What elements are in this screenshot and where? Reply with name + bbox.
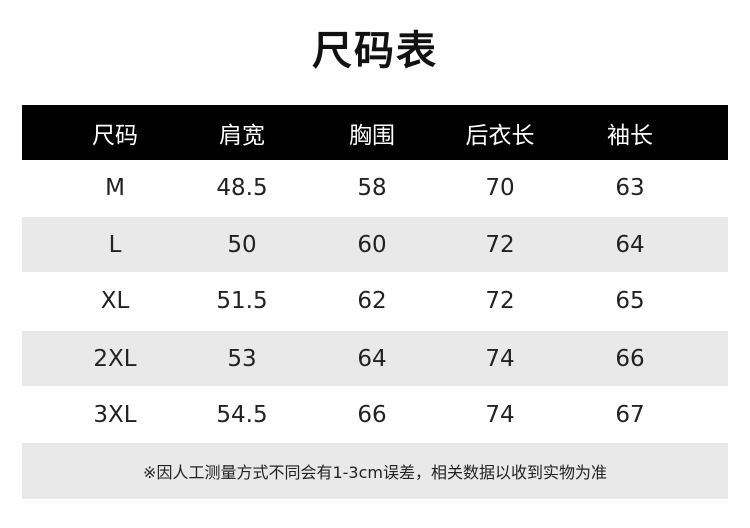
table-cell: 3XL (93, 402, 137, 428)
header-chest: 胸围 (349, 122, 395, 149)
table-cell: L (108, 231, 122, 258)
table-cell: 74 (485, 402, 515, 428)
table-cell: 74 (485, 345, 515, 372)
table-cell: 72 (485, 231, 515, 258)
table-cell: 54.5 (216, 402, 268, 428)
header-shoulder: 肩宽 (219, 122, 265, 149)
table-cell: 60 (357, 231, 387, 258)
header-size: 尺码 (92, 122, 138, 149)
table-cell: 63 (615, 175, 645, 201)
table-cell: 48.5 (216, 175, 268, 201)
table-cell: 62 (357, 288, 387, 314)
table-cell: 67 (615, 402, 645, 428)
table-cell: 53 (227, 345, 257, 372)
page-title: 尺码表 (312, 28, 438, 74)
table-cell: 65 (615, 288, 645, 314)
table-cell: 70 (485, 175, 515, 201)
table-cell: 2XL (93, 345, 137, 372)
measurement-note: ※因人工测量方式不同会有1-3cm误差，相关数据以收到实物为准 (22, 443, 728, 499)
table-cell: 50 (227, 231, 257, 258)
table-row: L 50 60 72 64 (22, 217, 728, 272)
table-cell: M (105, 175, 125, 201)
table-cell: 64 (615, 231, 645, 258)
table-cell: 66 (357, 402, 387, 428)
table-cell: 66 (615, 345, 645, 372)
table-cell: 64 (357, 345, 387, 372)
table-cell: 51.5 (216, 288, 268, 314)
header-sleeve: 袖长 (607, 122, 653, 149)
table-row: XL 51.5 62 72 65 (22, 273, 728, 329)
table-cell: XL (100, 288, 130, 314)
table-row: M 48.5 58 70 63 (22, 160, 728, 216)
table-row: 2XL 53 64 74 66 (22, 331, 728, 386)
table-cell: 58 (357, 175, 387, 201)
table-header: 尺码 肩宽 胸围 后衣长 袖长 (22, 105, 728, 160)
table-row: 3XL 54.5 66 74 67 (22, 387, 728, 443)
table-cell: 72 (485, 288, 515, 314)
header-length: 后衣长 (465, 122, 535, 149)
size-table: 尺码 肩宽 胸围 后衣长 袖长 M 48.5 58 70 63 L 50 60 72 64 XL 51… (22, 105, 728, 428)
